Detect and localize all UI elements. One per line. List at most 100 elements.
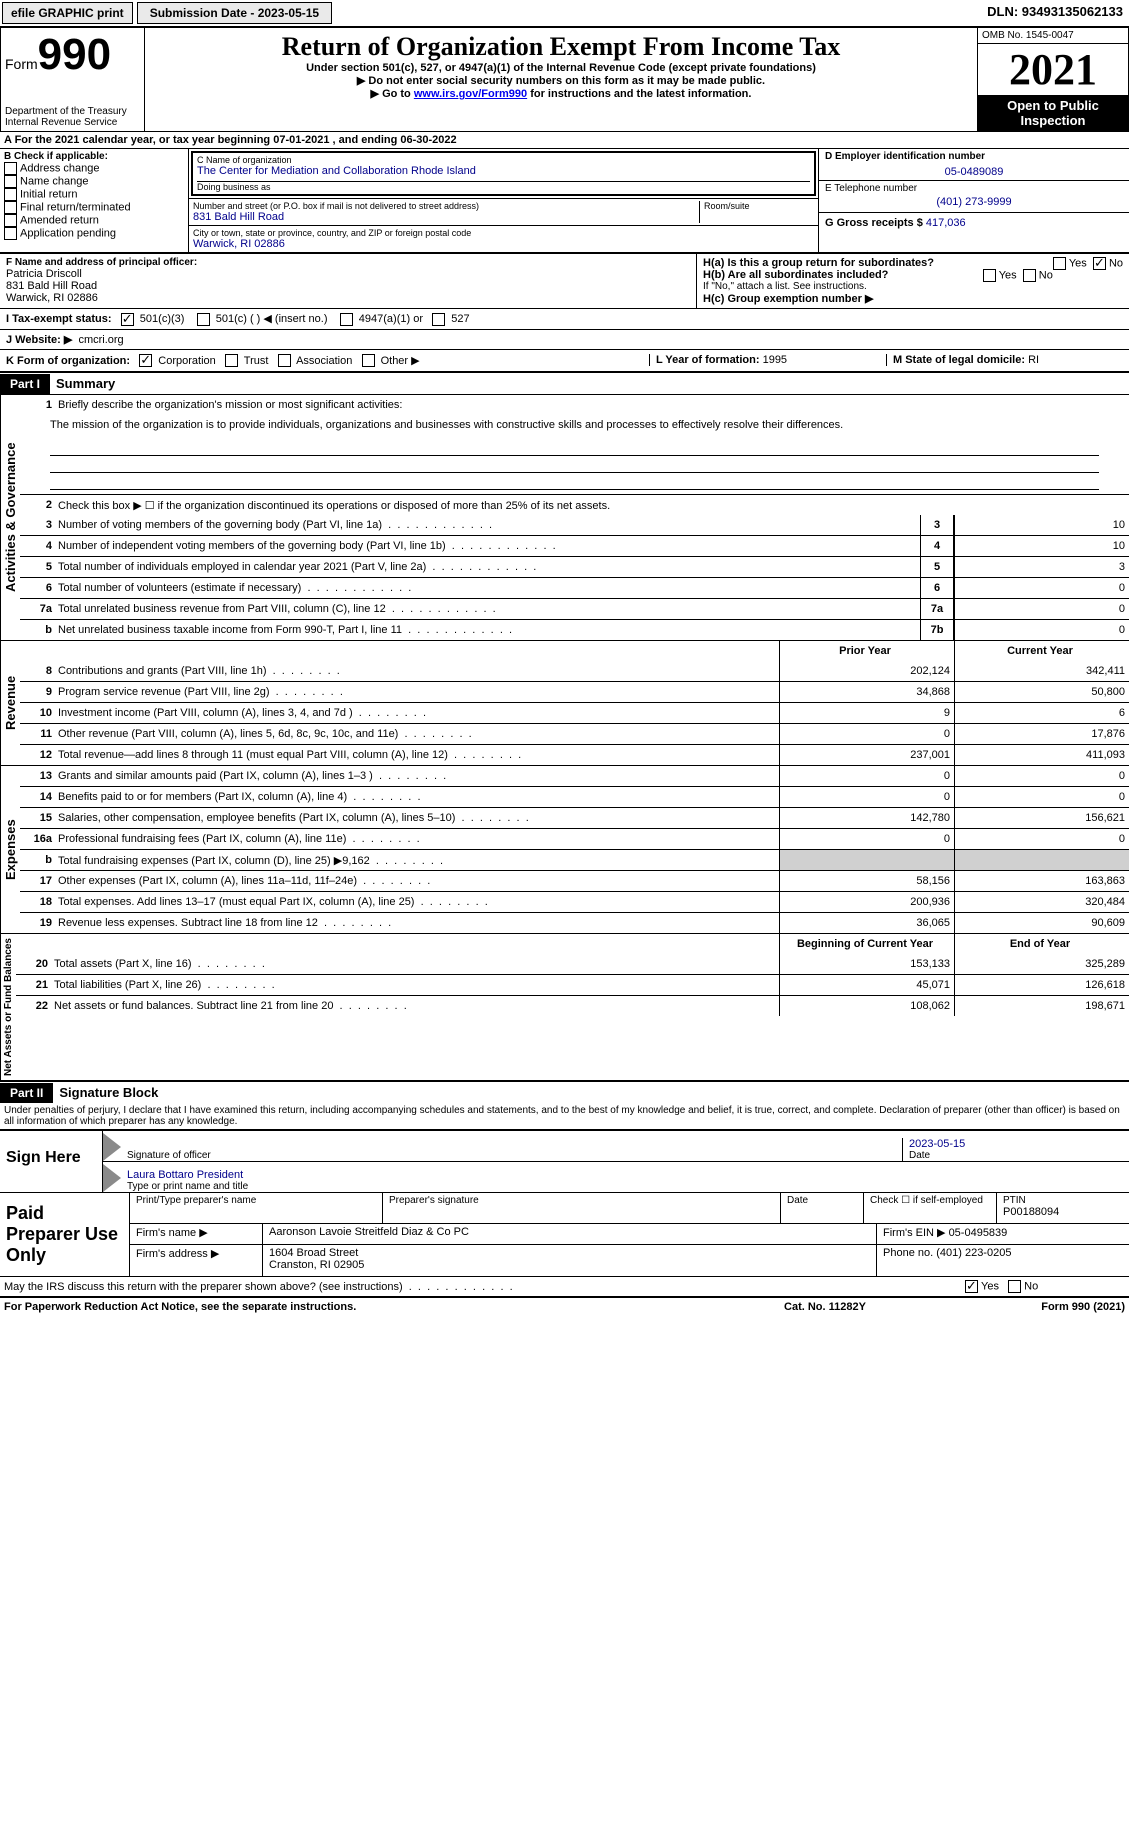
pt-check[interactable]: Check ☐ if self-employed: [864, 1193, 997, 1223]
current-year-hdr: Current Year: [954, 641, 1129, 661]
expenses-section: Expenses 13Grants and similar amounts pa…: [0, 765, 1129, 933]
check-4947[interactable]: [340, 313, 353, 326]
form-number: 990: [38, 30, 111, 79]
org-address: 831 Bald Hill Road: [193, 211, 699, 223]
section-j: J Website: ▶ cmcri.org: [0, 329, 1129, 349]
check-name-change[interactable]: Name change: [4, 175, 184, 188]
check-final-return[interactable]: Final return/terminated: [4, 201, 184, 214]
date-label: Date: [909, 1150, 1129, 1161]
submission-date-label: Submission Date - 2023-05-15: [137, 2, 332, 24]
firm-addr-label: Firm's address ▶: [130, 1245, 263, 1276]
check-501c3[interactable]: [121, 313, 134, 326]
summary-line: 5Total number of individuals employed in…: [20, 556, 1129, 577]
check-application-pending[interactable]: Application pending: [4, 227, 184, 240]
d-label: D Employer identification number: [819, 149, 1129, 164]
irs-link[interactable]: www.irs.gov/Form990: [414, 88, 527, 100]
part2-badge: Part II: [0, 1083, 53, 1103]
g-label: G Gross receipts $: [825, 217, 923, 229]
instructions-link-row: ▶ Go to www.irs.gov/Form990 for instruct…: [149, 87, 973, 100]
check-corp[interactable]: [139, 354, 152, 367]
addr-label: Number and street (or P.O. box if mail i…: [193, 201, 699, 211]
city-label: City or town, state or province, country…: [193, 228, 814, 238]
check-initial-return[interactable]: Initial return: [4, 188, 184, 201]
check-trust[interactable]: [225, 354, 238, 367]
ptin-value: P00188094: [1003, 1206, 1123, 1218]
summary-line: 17Other expenses (Part IX, column (A), l…: [20, 870, 1129, 891]
line2-label: Check this box ▶ ☐ if the organization d…: [58, 499, 1129, 512]
check-other[interactable]: [362, 354, 375, 367]
section-a: A For the 2021 calendar year, or tax yea…: [0, 132, 1129, 149]
part2-header: Part II Signature Block: [0, 1080, 1129, 1103]
form-footer: Form 990 (2021): [925, 1301, 1125, 1313]
l-label: L Year of formation:: [656, 354, 760, 366]
arrow-icon: [103, 1164, 121, 1192]
form-title: Return of Organization Exempt From Incom…: [149, 30, 973, 62]
form-header: Form990 Department of the Treasury Inter…: [0, 27, 1129, 132]
ha-no[interactable]: No: [1109, 257, 1123, 269]
summary-line: bNet unrelated business taxable income f…: [20, 619, 1129, 640]
officer-addr2: Warwick, RI 02886: [6, 292, 690, 304]
summary-line: 18Total expenses. Add lines 13–17 (must …: [20, 891, 1129, 912]
ha-yes[interactable]: Yes: [1069, 257, 1087, 269]
ssn-warning: ▶ Do not enter social security numbers o…: [149, 74, 973, 87]
opt-501c3: 501(c)(3): [140, 313, 185, 325]
section-bcd: B Check if applicable: Address change Na…: [0, 149, 1129, 253]
summary-line: 14Benefits paid to or for members (Part …: [20, 786, 1129, 807]
pt-sig-label: Preparer's signature: [389, 1195, 774, 1206]
hb-yes[interactable]: Yes: [999, 269, 1017, 281]
pra-notice: For Paperwork Reduction Act Notice, see …: [4, 1301, 725, 1313]
hb-no[interactable]: No: [1039, 269, 1053, 281]
section-i: I Tax-exempt status: 501(c)(3) 501(c) ( …: [0, 308, 1129, 329]
paid-preparer-label: Paid Preparer Use Only: [0, 1193, 130, 1276]
summary-line: 3Number of voting members of the governi…: [20, 515, 1129, 535]
state-domicile: RI: [1028, 354, 1039, 366]
officer-addr1: 831 Bald Hill Road: [6, 280, 690, 292]
efile-print-button[interactable]: efile GRAPHIC print: [2, 2, 133, 24]
summary-line: 6Total number of volunteers (estimate if…: [20, 577, 1129, 598]
ein-value: 05-0489089: [819, 164, 1129, 180]
opt-assoc: Association: [296, 355, 352, 367]
tax-year-begin: 07-01-2021: [273, 134, 329, 146]
activities-governance: Activities & Governance 1 Briefly descri…: [0, 394, 1129, 640]
check-527[interactable]: [432, 313, 445, 326]
j-label: J Website: ▶: [6, 334, 72, 346]
firm-name: Aaronson Lavoie Streitfeld Diaz & Co PC: [263, 1224, 877, 1244]
discuss-no-check[interactable]: [1008, 1280, 1021, 1293]
summary-line: 22Net assets or fund balances. Subtract …: [16, 995, 1129, 1016]
discuss-no: No: [1024, 1281, 1038, 1293]
sig-officer-label: Signature of officer: [127, 1150, 902, 1161]
e-label: E Telephone number: [825, 183, 1123, 194]
firm-ein: 05-0495839: [949, 1227, 1008, 1239]
h-b-label: H(b) Are all subordinates included?: [703, 269, 888, 281]
section-c: C Name of organization The Center for Me…: [189, 149, 818, 252]
firm-name-label: Firm's name ▶: [130, 1224, 263, 1244]
arrow-icon: [103, 1133, 121, 1161]
part2-title: Signature Block: [53, 1082, 164, 1103]
prior-year-hdr: Prior Year: [779, 641, 954, 661]
prep-phone: (401) 223-0205: [936, 1247, 1011, 1259]
h-b-row: H(b) Are all subordinates included? Yes …: [703, 269, 1123, 281]
summary-line: 4Number of independent voting members of…: [20, 535, 1129, 556]
dln-label: DLN: 93493135062133: [981, 0, 1129, 26]
phone-value: (401) 273-9999: [825, 194, 1123, 210]
treasury-label: Department of the Treasury Internal Reve…: [5, 106, 140, 128]
officer-name: Patricia Driscoll: [6, 268, 690, 280]
check-501c[interactable]: [197, 313, 210, 326]
ptin-label: PTIN: [1003, 1195, 1123, 1206]
year-formation: 1995: [763, 354, 787, 366]
sig-date: 2023-05-15: [909, 1138, 1129, 1150]
check-address-change[interactable]: Address change: [4, 162, 184, 175]
sign-here-label: Sign Here: [0, 1131, 102, 1192]
summary-line: 21Total liabilities (Part X, line 26)45,…: [16, 974, 1129, 995]
check-assoc[interactable]: [278, 354, 291, 367]
side-rev: Revenue: [0, 641, 20, 765]
summary-line: 19Revenue less expenses. Subtract line 1…: [20, 912, 1129, 933]
part1-badge: Part I: [0, 374, 50, 394]
summary-line: bTotal fundraising expenses (Part IX, co…: [20, 849, 1129, 870]
k-label: K Form of organization:: [6, 355, 130, 367]
discuss-yes-check[interactable]: [965, 1280, 978, 1293]
form-label: Form: [5, 56, 38, 72]
check-amended-return[interactable]: Amended return: [4, 214, 184, 227]
tax-year: 2021: [1009, 45, 1097, 94]
m-label: M State of legal domicile:: [893, 354, 1025, 366]
